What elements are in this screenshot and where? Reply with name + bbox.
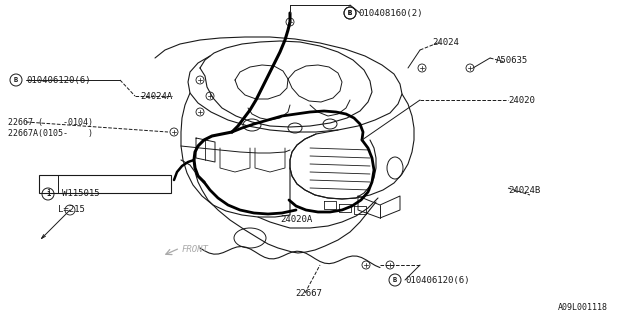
Text: W115015: W115015	[62, 189, 100, 198]
Text: 24024A: 24024A	[140, 92, 172, 100]
Text: 010406120(6): 010406120(6)	[26, 76, 90, 84]
Text: A50635: A50635	[496, 55, 528, 65]
Text: 010408160(2): 010408160(2)	[358, 9, 422, 18]
Text: 24020A: 24020A	[280, 215, 312, 225]
Text: 24024B: 24024B	[508, 186, 540, 195]
Text: B: B	[348, 10, 352, 16]
Text: FRONT: FRONT	[182, 245, 209, 254]
Text: B: B	[393, 277, 397, 283]
Text: 22667 (    -0104): 22667 ( -0104)	[8, 117, 93, 126]
Text: B: B	[348, 10, 352, 16]
Text: 22667A(0105-    ): 22667A(0105- )	[8, 129, 93, 138]
Text: L=215: L=215	[58, 205, 85, 214]
Text: A09L001118: A09L001118	[558, 303, 608, 313]
Text: 22667: 22667	[295, 289, 322, 298]
Text: 010406120(6): 010406120(6)	[405, 276, 470, 284]
Text: 1: 1	[46, 191, 50, 197]
Text: 24024: 24024	[432, 37, 459, 46]
Text: 24020: 24020	[508, 95, 535, 105]
Text: B: B	[14, 77, 18, 83]
Text: 1: 1	[45, 189, 51, 198]
